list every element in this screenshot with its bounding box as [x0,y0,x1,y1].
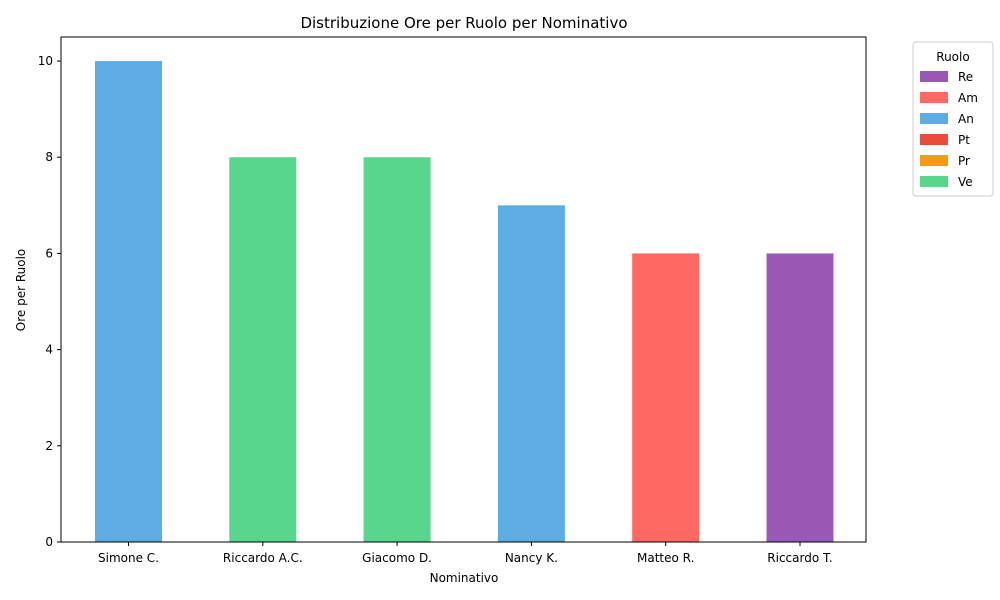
y-tick-label: 8 [45,150,53,164]
legend-items: Re Am An Pt Pr Ve [920,70,978,189]
x-tick-label: Simone C. [98,551,159,565]
x-tick-label: Matteo R. [637,551,694,565]
legend-label-ve: Ve [958,175,973,189]
chart-title: Distribuzione Ore per Ruolo per Nominati… [300,14,627,32]
legend-swatch-pt [920,134,948,145]
x-tick-label: Giacomo D. [362,551,432,565]
x-tick-label: Riccardo T. [767,551,832,565]
legend-label-re: Re [958,70,973,84]
legend-title: Ruolo [936,50,969,64]
y-axis-label: Ore per Ruolo [14,249,28,331]
plot-frame [60,36,867,543]
legend: Ruolo Re Am An Pt Pr Ve [912,41,994,197]
legend-label-pr: Pr [958,154,970,168]
bar-an-3 [497,205,565,543]
legend-swatch-pr [920,155,948,166]
legend-swatch-ve [920,176,948,187]
legend-label-an: An [958,112,974,126]
y-tick-label: 4 [45,343,53,357]
legend-label-pt: Pt [958,133,970,147]
y-tick-label: 10 [38,54,53,68]
bar-re-5 [766,253,834,542]
x-axis-label: Nominativo [430,571,499,585]
x-tick-label: Nancy K. [505,551,558,565]
legend-swatch-am [920,92,948,103]
bar-ve-1 [229,157,297,542]
y-tick-label: 6 [45,246,53,260]
y-tick-label: 2 [45,439,53,453]
x-tick-label: Riccardo A.C. [223,551,303,565]
bar-an-0 [95,61,162,543]
bar-ve-2 [363,157,431,542]
legend-swatch-re [920,71,948,82]
legend-swatch-an [920,113,948,124]
x-axis: Simone C. Riccardo A.C. Giacomo D. Nancy K.… [98,542,833,565]
y-axis: 0 2 4 6 8 10 [38,54,61,549]
bar-am-4 [632,253,700,542]
y-tick-label: 0 [45,535,53,549]
legend-label-am: Am [958,91,978,105]
bars-group [95,61,834,543]
